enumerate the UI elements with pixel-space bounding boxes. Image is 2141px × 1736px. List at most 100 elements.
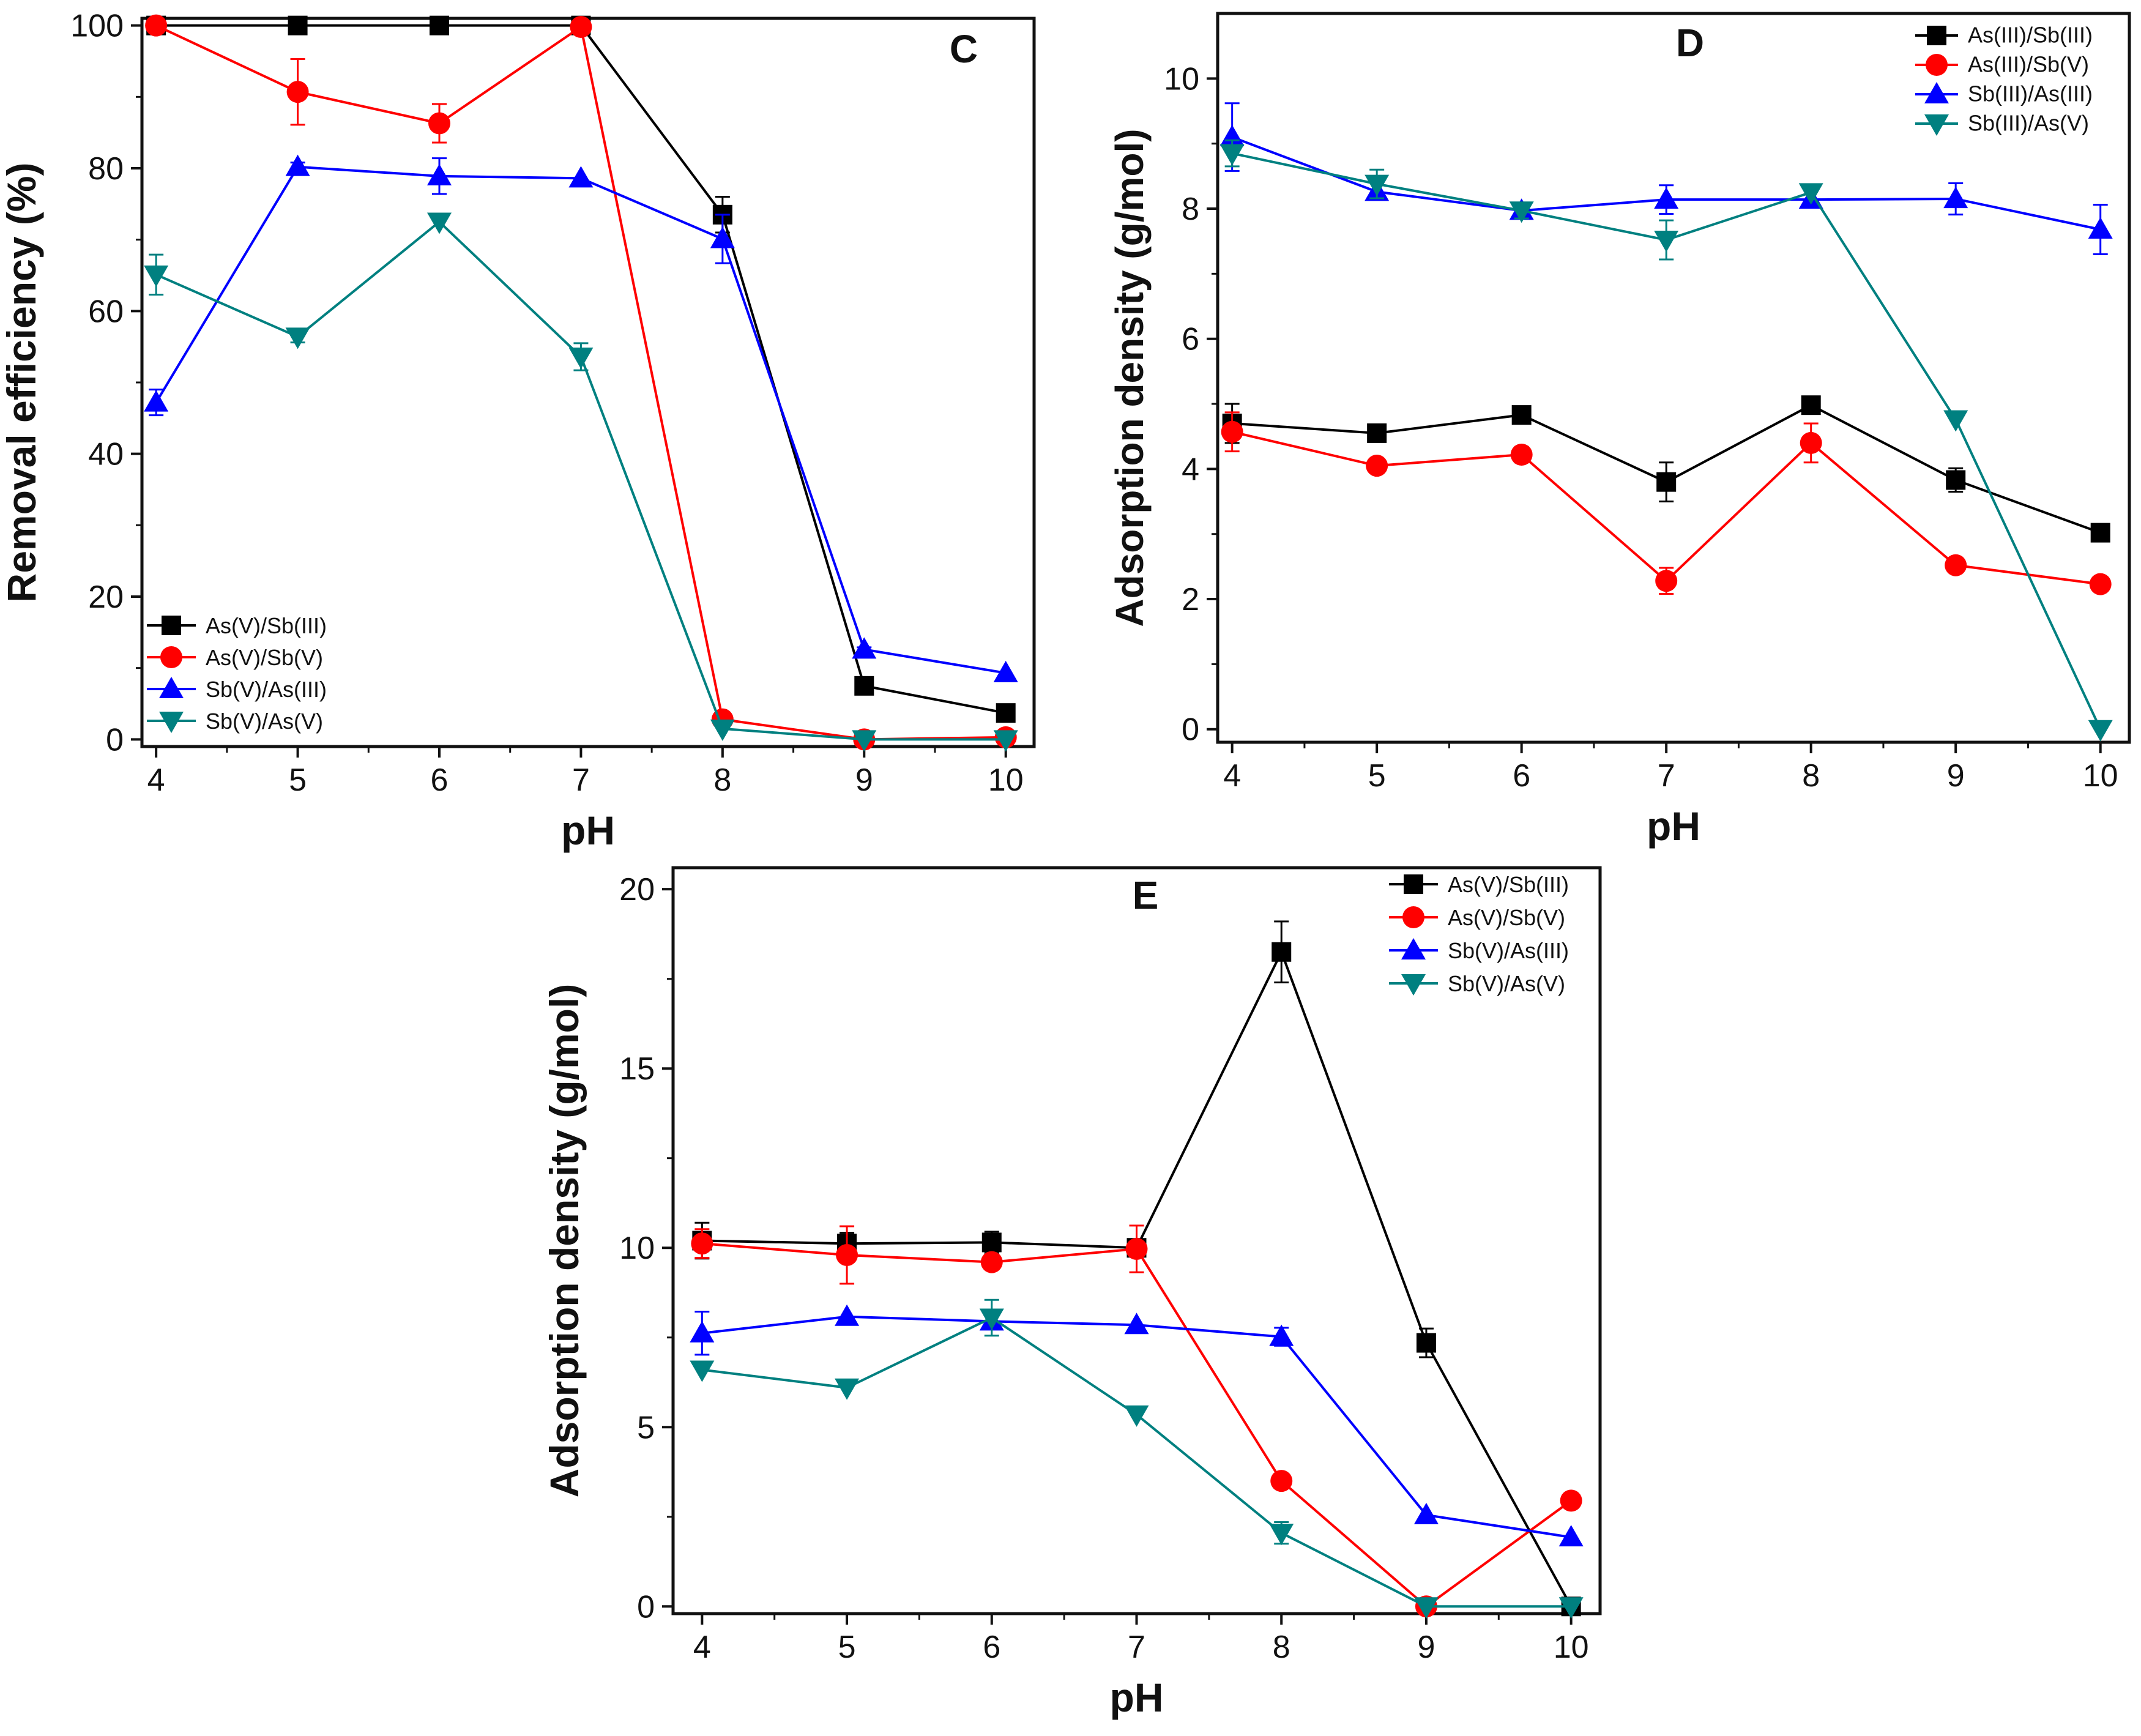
panel-letter: E [1133, 873, 1159, 917]
data-point [2088, 720, 2113, 742]
y-tick-label: 40 [88, 437, 124, 472]
x-tick-label: 6 [1513, 758, 1530, 794]
legend-marker [1926, 54, 1948, 76]
legend-marker [1927, 26, 1946, 45]
data-point [852, 730, 877, 752]
data-point [1124, 1405, 1149, 1427]
x-tick-label: 9 [1417, 1630, 1435, 1665]
y-tick-label: 5 [637, 1410, 655, 1445]
data-point [836, 1243, 858, 1266]
y-tick-label: 10 [619, 1231, 655, 1266]
legend: As(V)/Sb(III) As(V)/Sb(V) Sb(V)/As(III) Sb(… [147, 613, 327, 734]
y-tick-label: 20 [619, 872, 655, 907]
legend-marker [1401, 974, 1426, 996]
series-line [155, 165, 1007, 674]
x-tick-label: 6 [983, 1630, 1000, 1665]
legend-marker [162, 616, 181, 635]
data-point [1124, 1313, 1149, 1335]
data-point [981, 1232, 1002, 1253]
x-axis-title: pH [561, 808, 615, 853]
data-point [1656, 472, 1677, 492]
legend-marker [159, 712, 184, 733]
data-point [1654, 231, 1679, 253]
panel-letter: C [950, 27, 978, 71]
x-tick-label: 7 [1128, 1630, 1145, 1665]
y-tick-label: 6 [1182, 322, 1199, 357]
legend-label: Sb(V)/As(III) [206, 677, 327, 702]
data-point [1943, 187, 1968, 209]
y-tick-label: 60 [88, 294, 124, 329]
y-tick-label: 2 [1182, 582, 1199, 617]
data-point [1509, 201, 1534, 223]
x-axis-title: pH [1647, 803, 1700, 849]
series-line [1231, 136, 2101, 231]
data-point [2088, 217, 2113, 239]
legend-marker [1402, 906, 1424, 928]
series-line [702, 1316, 1571, 1608]
data-point [568, 348, 594, 369]
data-point [690, 1360, 715, 1382]
y-axis-title: Adsorption density (g/mol) [1108, 129, 1152, 627]
legend-label: As(III)/Sb(V) [1968, 52, 2089, 77]
series-line [702, 1315, 1571, 1539]
legend-label: As(V)/Sb(III) [1448, 872, 1569, 897]
series-sb-v-as-v- [144, 212, 1018, 752]
data-point [1511, 405, 1532, 425]
series-sb-iii-as-v- [1219, 139, 2113, 742]
data-point [1945, 554, 1967, 576]
y-axis-title: Adsorption density (g/mol) [542, 984, 587, 1498]
data-point [1560, 1489, 1582, 1512]
y-axis-title: Removal efficiency (%) [0, 163, 44, 603]
series-as-iii-sb-v- [1221, 411, 2112, 595]
data-point [288, 15, 308, 35]
y-tick-label: 20 [88, 579, 124, 615]
x-tick-label: 10 [2083, 758, 2118, 794]
chart-panel-d: 4 5 6 7 8 9 10 0 2 4 6 8 10 pH Adsorption density (g/m… [1108, 12, 2131, 849]
data-point [1269, 1324, 1294, 1346]
data-point [428, 112, 450, 135]
data-point [1367, 423, 1387, 443]
data-point [1800, 431, 1822, 454]
legend-label: As(V)/Sb(V) [206, 645, 323, 670]
data-point [1366, 455, 1388, 477]
legend-label: Sb(V)/As(V) [1448, 971, 1565, 996]
series-sb-v-as-iii- [690, 1304, 1584, 1547]
y-tick-label: 0 [106, 722, 124, 758]
legend-marker [1924, 114, 1949, 136]
x-tick-label: 8 [1273, 1630, 1290, 1665]
data-point [1801, 395, 1821, 415]
data-point [835, 1304, 860, 1326]
series-line [702, 948, 1573, 1607]
series-sb-v-as-v- [690, 1298, 1584, 1619]
data-point [993, 730, 1018, 752]
data-point [1798, 183, 1823, 205]
x-axis-title: pH [1110, 1675, 1164, 1720]
legend-label: Sb(III)/As(V) [1968, 111, 2089, 136]
data-point [144, 390, 169, 412]
y-tick-label: 0 [1182, 712, 1199, 748]
data-point [570, 16, 592, 38]
series-line [1232, 430, 2101, 586]
x-tick-label: 5 [289, 762, 307, 798]
legend-marker [1924, 82, 1949, 103]
data-point [996, 703, 1016, 723]
x-tick-label: 7 [1658, 758, 1675, 794]
x-tick-label: 8 [713, 762, 731, 798]
data-point [568, 166, 594, 188]
data-point [1946, 470, 1966, 490]
data-point [1365, 174, 1390, 196]
series-as-v-sb-v- [145, 14, 1017, 751]
data-point [854, 676, 874, 696]
data-point [1221, 420, 1243, 443]
x-tick-label: 6 [431, 762, 449, 798]
legend-label: Sb(V)/As(V) [206, 709, 323, 734]
x-tick-label: 7 [572, 762, 590, 798]
x-tick-label: 4 [693, 1630, 711, 1665]
data-point [1270, 1470, 1293, 1492]
legend: As(V)/Sb(III) As(V)/Sb(V) Sb(V)/As(III) Sb(… [1389, 872, 1569, 996]
data-point [1269, 1524, 1294, 1546]
data-point [993, 660, 1018, 682]
data-point [1655, 570, 1678, 592]
data-point [1125, 1237, 1148, 1260]
